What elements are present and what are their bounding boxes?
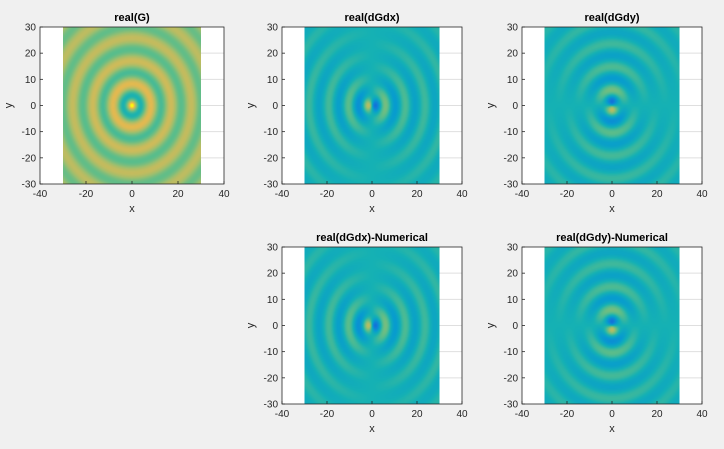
y-tick-label: -30	[504, 180, 519, 191]
x-tick-label: 20	[172, 189, 184, 200]
y-axis-label: y	[245, 322, 257, 328]
x-tick-label: -40	[515, 189, 530, 200]
y-tick-label: -10	[264, 347, 279, 358]
x-axis-label: x	[369, 203, 375, 215]
y-tick-label: 20	[507, 49, 519, 60]
y-tick-label: 10	[507, 75, 519, 86]
y-tick-label: 20	[267, 269, 279, 280]
x-tick-label: -40	[33, 189, 48, 200]
x-tick-label: 20	[651, 189, 663, 200]
y-tick-label: 30	[25, 23, 37, 34]
y-tick-label: 30	[507, 243, 519, 254]
y-tick-label: -10	[22, 127, 37, 138]
x-tick-label: 0	[129, 189, 135, 200]
y-tick-label: -20	[504, 373, 519, 384]
y-tick-label: -10	[504, 127, 519, 138]
heatmap-image	[544, 27, 680, 184]
x-tick-label: 20	[651, 409, 663, 420]
y-axis-label: y	[245, 102, 257, 108]
x-tick-label: 40	[456, 409, 468, 420]
subplot-4: -40 -20 0 20 40 -30 -20 -10 0 10 20 30 real(dGdx)-Nu…	[245, 232, 468, 435]
y-tick-label: 20	[267, 49, 279, 60]
y-axis-label: y	[3, 102, 15, 108]
subplot-3: -40 -20 0 20 40 -30 -20 -10 0 10 20 30 real(dGdy) x y	[485, 12, 708, 215]
x-tick-label: 40	[456, 189, 468, 200]
y-tick-label: 30	[507, 23, 519, 34]
y-tick-label: 0	[512, 101, 518, 112]
y-tick-label: 0	[512, 321, 518, 332]
x-tick-label: 40	[218, 189, 230, 200]
heatmap-image	[304, 27, 440, 184]
y-tick-label: 10	[267, 75, 279, 86]
heatmap-image	[544, 247, 680, 404]
y-tick-label: 30	[267, 23, 279, 34]
x-axis-label: x	[609, 423, 615, 435]
x-axis-label: x	[609, 203, 615, 215]
chart-title: real(dGdx)	[344, 12, 399, 24]
y-axis-label: y	[485, 102, 497, 108]
chart-title: real(dGdx)-Numerical	[316, 232, 428, 244]
y-tick-label: 0	[272, 101, 278, 112]
subplot-1: -40 -20 0 20 40 -30 -20 -10 0 10 20 30 real(G) x y	[3, 12, 230, 215]
x-tick-label: 0	[369, 189, 375, 200]
x-tick-label: -20	[320, 189, 335, 200]
x-tick-label: -20	[560, 409, 575, 420]
y-tick-label: -20	[264, 153, 279, 164]
heatmap-image	[63, 27, 201, 184]
y-tick-label: -10	[504, 347, 519, 358]
x-tick-label: -20	[320, 409, 335, 420]
x-tick-label: 20	[411, 409, 423, 420]
x-tick-label: -40	[515, 409, 530, 420]
y-tick-label: 10	[25, 75, 37, 86]
y-tick-label: -20	[22, 153, 37, 164]
x-tick-label: 0	[369, 409, 375, 420]
heatmap-image	[304, 247, 440, 404]
chart-title: real(dGdy)	[584, 12, 639, 24]
x-tick-label: 40	[696, 189, 708, 200]
y-tick-label: -30	[504, 400, 519, 411]
subplot-5: -40 -20 0 20 40 -30 -20 -10 0 10 20 30 real(dGdy)-Nu…	[485, 232, 708, 435]
y-tick-label: -30	[264, 180, 279, 191]
chart-title: real(dGdy)-Numerical	[556, 232, 668, 244]
y-tick-label: 30	[267, 243, 279, 254]
chart-title: real(G)	[114, 12, 150, 24]
y-tick-label: 0	[30, 101, 36, 112]
y-tick-label: 20	[25, 49, 37, 60]
y-tick-label: 10	[507, 295, 519, 306]
y-tick-label: -20	[504, 153, 519, 164]
x-axis-label: x	[129, 203, 135, 215]
y-tick-label: -30	[264, 400, 279, 411]
y-tick-label: 20	[507, 269, 519, 280]
x-tick-label: -40	[275, 409, 290, 420]
y-tick-label: -10	[264, 127, 279, 138]
x-tick-label: 0	[609, 409, 615, 420]
y-tick-label: 10	[267, 295, 279, 306]
x-tick-label: -20	[560, 189, 575, 200]
y-tick-label: 0	[272, 321, 278, 332]
x-tick-label: -40	[275, 189, 290, 200]
x-tick-label: 40	[696, 409, 708, 420]
y-tick-label: -30	[22, 180, 37, 191]
subplot-2: -40 -20 0 20 40 -30 -20 -10 0 10 20 30 real(dGdx) x y	[245, 12, 468, 215]
x-tick-label: 0	[609, 189, 615, 200]
y-axis-label: y	[485, 322, 497, 328]
x-axis-label: x	[369, 423, 375, 435]
x-tick-label: -20	[79, 189, 94, 200]
x-tick-label: 20	[411, 189, 423, 200]
y-tick-label: -20	[264, 373, 279, 384]
